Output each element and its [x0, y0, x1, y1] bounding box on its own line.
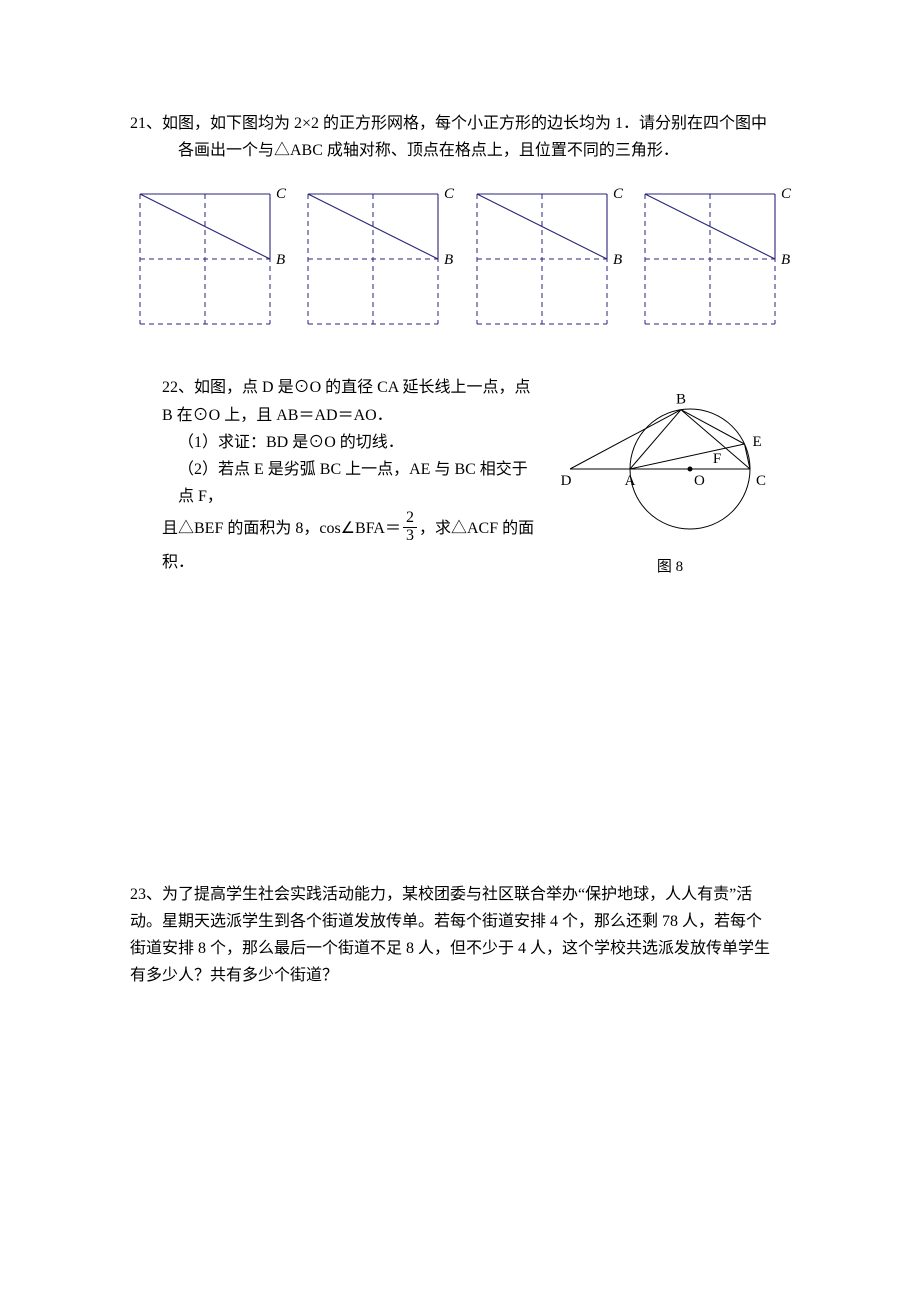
- svg-text:A: A: [625, 473, 636, 489]
- svg-text:A: A: [467, 186, 468, 202]
- q22-fraction: 23: [403, 510, 417, 545]
- svg-text:D: D: [561, 473, 572, 489]
- grid-3: A C B: [467, 184, 622, 334]
- svg-text:B: B: [781, 252, 790, 268]
- svg-text:C: C: [781, 186, 792, 202]
- q23-line-3: 有多少人？共有多少个街道？: [130, 962, 790, 989]
- grid-4: A C B: [635, 184, 790, 334]
- q21-text: 21、如图，如下图均为 2×2 的正方形网格，每个小正方形的边长均为 1．请分别…: [130, 110, 790, 164]
- q22-number: 22、: [162, 379, 194, 396]
- svg-text:E: E: [753, 434, 762, 450]
- question-23: 23、为了提高学生社会实践活动能力，某校团委与社区联合举办“保护地球，人人有责”…: [130, 881, 790, 990]
- q22-figure: D A O C B E F 图 8: [550, 374, 790, 581]
- svg-text:O: O: [694, 473, 705, 489]
- q23-line-1: 动。星期天选派学生到各个街道发放传单。若每个街道安排 4 个，那么还剩 78 人…: [130, 908, 790, 935]
- svg-text:B: B: [276, 252, 285, 268]
- svg-text:B: B: [444, 252, 453, 268]
- q22-figure-svg-slot: D A O C B E F: [550, 379, 790, 549]
- svg-text:F: F: [713, 451, 721, 467]
- q22-lead: 如图，点 D 是⊙O 的直径 CA 延长线上一点，点 B 在⊙O 上，且 AB＝…: [162, 379, 530, 423]
- q21-line1-text: 如图，如下图均为 2×2 的正方形网格，每个小正方形的边长均为 1．请分别在四个…: [162, 115, 767, 132]
- q22-figure-caption: 图 8: [550, 555, 790, 581]
- svg-text:C: C: [276, 186, 287, 202]
- q22-part1: （1）求证：BD 是⊙O 的切线．: [130, 429, 535, 456]
- svg-text:C: C: [444, 186, 455, 202]
- svg-text:B: B: [676, 392, 686, 408]
- q21-grids-row: ACB ACB ACB ACB: [130, 184, 790, 334]
- question-21: 21、如图，如下图均为 2×2 的正方形网格，每个小正方形的边长均为 1．请分别…: [130, 110, 790, 334]
- grid-1: A C B: [130, 184, 285, 334]
- q22-part2a: （2）若点 E 是劣弧 BC 上一点，AE 与 BC 相交于点 F，: [130, 456, 535, 510]
- q23-line-0: 为了提高学生社会实践活动能力，某校团委与社区联合举办“保护地球，人人有责”活: [162, 886, 752, 903]
- svg-text:A: A: [298, 186, 299, 202]
- svg-text:C: C: [756, 473, 766, 489]
- q22-part2b-post: ，求△ACF 的面: [419, 520, 534, 537]
- frac-num: 2: [403, 510, 417, 528]
- svg-text:B: B: [613, 252, 622, 268]
- q21-line2-text: 各画出一个与△ABC 成轴对称、顶点在格点上，且位置不同的三角形．: [130, 137, 790, 164]
- q21-number: 21、: [130, 115, 162, 132]
- grid-2: A C B: [298, 184, 453, 334]
- frac-den: 3: [403, 528, 417, 545]
- svg-text:C: C: [613, 186, 624, 202]
- q23-number: 23、: [130, 886, 162, 903]
- q22-text-block: 22、如图，点 D 是⊙O 的直径 CA 延长线上一点，点 B 在⊙O 上，且 …: [130, 374, 550, 576]
- question-22: 22、如图，点 D 是⊙O 的直径 CA 延长线上一点，点 B 在⊙O 上，且 …: [130, 374, 790, 581]
- svg-text:A: A: [130, 186, 131, 202]
- q22-part2b-pre: 且△BEF 的面积为 8，cos∠BFA＝: [162, 520, 401, 537]
- svg-text:A: A: [635, 186, 636, 202]
- q22-part2c: 积．: [130, 549, 535, 576]
- q23-line-2: 街道安排 8 个，那么最后一个街道不足 8 人，但不少于 4 人，这个学校共选派…: [130, 935, 790, 962]
